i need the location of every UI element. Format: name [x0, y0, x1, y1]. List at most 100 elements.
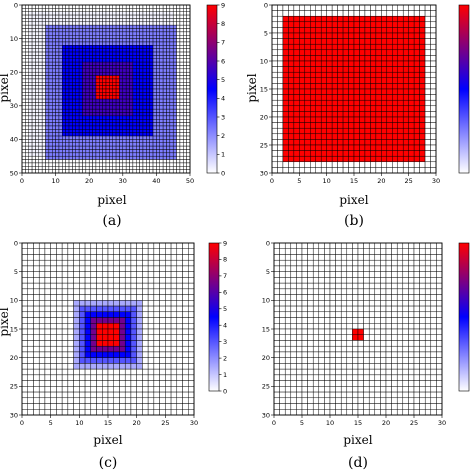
heatmap-cell	[78, 112, 83, 117]
heatmap-cell	[424, 21, 431, 28]
heatmap-cell	[139, 95, 144, 100]
heatmap-cell	[68, 102, 73, 107]
heatmap-cell	[72, 92, 76, 96]
heatmap-cell	[172, 155, 177, 160]
heatmap-cell	[125, 18, 130, 23]
heatmap-cell	[284, 323, 292, 330]
heatmap-cell	[156, 159, 160, 164]
heatmap-cell	[78, 21, 83, 26]
heatmap-cell	[146, 102, 150, 107]
heatmap-cell	[72, 38, 76, 43]
heatmap-cell	[147, 323, 155, 330]
heatmap-cell	[139, 51, 144, 56]
heatmap-cell	[45, 166, 50, 170]
heatmap-cell	[359, 155, 366, 163]
heatmap-cell	[96, 386, 103, 393]
heatmap-cell	[368, 242, 376, 249]
heatmap-cell	[152, 169, 157, 174]
heatmap-cell	[132, 65, 137, 70]
heatmap-cell	[179, 122, 184, 127]
heatmap-cell	[364, 10, 371, 17]
heatmap-cell	[105, 58, 110, 63]
y-axis-label: pixel	[245, 73, 259, 102]
heatmap-cell	[169, 38, 174, 43]
heatmap-cell	[370, 88, 377, 95]
heatmap-cell	[136, 169, 140, 174]
heatmap-cell	[56, 271, 63, 278]
heatmap-cell	[385, 288, 392, 295]
heatmap-cell	[119, 82, 124, 86]
heatmap-cell	[102, 305, 109, 313]
heatmap-cell	[352, 340, 359, 347]
heatmap-cell	[176, 271, 183, 278]
heatmap-cell	[397, 38, 404, 45]
plot-frame	[21, 4, 191, 174]
heatmap-cell	[55, 48, 60, 53]
heatmap-cell	[380, 334, 387, 341]
heatmap-cell	[326, 99, 333, 107]
heatmap-cell	[107, 345, 114, 353]
heatmap-cell	[44, 300, 51, 307]
heatmap-cell	[165, 248, 172, 255]
heatmap-cell	[310, 127, 316, 135]
heatmap-cell	[337, 122, 344, 129]
heatmap-cell	[290, 277, 297, 284]
heatmap-cell	[375, 94, 382, 101]
heatmap-cell	[396, 311, 404, 318]
heatmap-cell	[132, 115, 137, 120]
heatmap-cell	[99, 98, 103, 103]
heatmap-cell	[324, 271, 331, 278]
heatmap-cell	[368, 277, 376, 284]
heatmap-cell	[172, 41, 177, 46]
heatmap-cell	[392, 32, 398, 39]
heatmap-cell	[424, 38, 431, 45]
heatmap-cell	[279, 248, 286, 255]
heatmap-cell	[122, 155, 127, 160]
heatmap-cell	[105, 152, 110, 157]
heatmap-cell	[82, 28, 87, 33]
heatmap-cell	[290, 282, 297, 290]
heatmap-cell	[364, 167, 371, 174]
heatmap-cell	[65, 119, 70, 123]
heatmap-cell	[324, 288, 331, 295]
heatmap-cell	[96, 277, 103, 284]
heatmap-cell	[318, 317, 325, 324]
heatmap-cell	[162, 112, 167, 117]
heatmap-cell	[153, 380, 160, 387]
colorbar	[208, 242, 220, 392]
heatmap-cell	[125, 68, 130, 73]
heatmap-cell	[146, 18, 150, 23]
heatmap-cell	[172, 68, 177, 73]
heatmap-cell	[159, 374, 166, 381]
heatmap-cell	[28, 21, 33, 26]
heatmap-cell	[392, 144, 398, 151]
heatmap-cell	[119, 28, 124, 33]
heatmap-cell	[159, 95, 164, 100]
x-tick-label: 0	[20, 419, 24, 427]
heatmap-cell	[75, 129, 80, 133]
heatmap-cell	[352, 294, 359, 301]
heatmap-cell	[41, 18, 46, 23]
heatmap-cell	[125, 11, 130, 16]
heatmap-cell	[55, 4, 60, 9]
heatmap-cell	[65, 11, 70, 16]
heatmap-cell	[392, 133, 398, 140]
heatmap-cell	[176, 386, 183, 393]
heatmap-cell	[90, 357, 97, 364]
heatmap-cell	[65, 4, 70, 9]
heatmap-cell	[139, 8, 144, 12]
y-tick-label: 5	[14, 268, 18, 276]
heatmap-cell	[119, 68, 124, 73]
heatmap-cell	[169, 132, 174, 137]
heatmap-cell	[186, 51, 191, 56]
heatmap-cell	[65, 65, 70, 70]
heatmap-cell	[136, 11, 140, 16]
heatmap-cell	[413, 248, 420, 255]
heatmap-cell	[25, 132, 29, 137]
heatmap-cell	[149, 68, 154, 73]
heatmap-cell	[386, 60, 393, 67]
heatmap-cell	[436, 294, 443, 301]
heatmap-cell	[136, 282, 143, 290]
heatmap-cell	[413, 144, 420, 151]
